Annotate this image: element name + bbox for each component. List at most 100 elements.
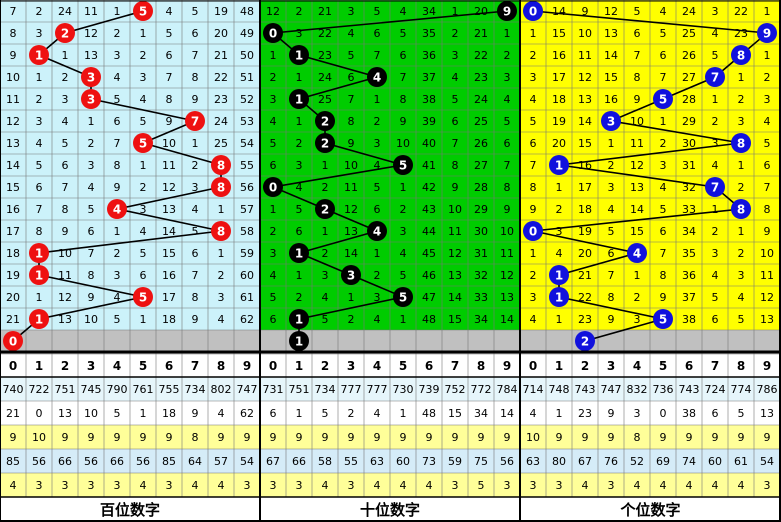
draw-ball [367,221,387,241]
omission-cell: 3 [530,291,537,304]
omission-cell: 17 [6,225,20,238]
column-label: 5 [399,359,407,373]
omission-cell: 12 [6,115,20,128]
omission-cell: 5 [192,5,199,18]
column-label: 8 [737,359,745,373]
omission-cell: 3 [192,181,199,194]
omission-cell: 28 [474,181,488,194]
draw-ball-label: 2 [581,335,589,349]
stat-cell: 4 [426,479,433,492]
omission-cell: 12 [578,71,592,84]
omission-cell: 5 [634,5,641,18]
omission-cell: 25 [474,115,488,128]
draw-ball [549,155,569,175]
draw-ball-label: 2 [321,137,329,151]
omission-cell: 3 [374,291,381,304]
omission-cell: 7 [192,49,199,62]
omission-cell: 4 [608,203,615,216]
draw-ball [289,309,309,329]
draw-ball [81,67,101,87]
column-label: 1 [35,359,43,373]
draw-ball [211,177,231,197]
omission-cell: 8 [452,159,459,172]
column-label: 6 [425,359,433,373]
omission-cell: 13 [58,313,72,326]
draw-ball-label: 0 [529,225,537,239]
omission-cell: 8 [88,269,95,282]
omission-cell: 9 [764,225,771,238]
omission-cell: 3 [36,115,43,128]
omission-cell: 5 [712,291,719,304]
draw-ball [55,23,75,43]
omission-cell: 8 [192,291,199,304]
omission-cell: 2 [322,247,329,260]
omission-cell: 11 [58,269,72,282]
omission-cell: 14 [6,159,20,172]
omission-cell: 3 [530,71,537,84]
omission-cell: 20 [214,27,228,40]
omission-cell: 4 [114,71,121,84]
omission-cell: 11 [84,5,98,18]
draw-ball-label: 1 [555,159,563,173]
stat-cell: 4 [712,479,719,492]
omission-cell: 21 [474,27,488,40]
draw-ball-label: 1 [35,49,43,63]
column-label: 9 [763,359,771,373]
omission-cell: 10 [760,247,774,260]
omission-cell: 1 [400,313,407,326]
stat-cell: 751 [289,383,310,396]
omission-cell: 3 [88,159,95,172]
omission-cell: 8 [504,181,511,194]
omission-cell: 21 [214,49,228,62]
stat-cell: 790 [107,383,128,396]
panel-title: 个位数字 [619,501,680,519]
omission-cell: 22 [214,71,228,84]
omission-cell: 19 [578,225,592,238]
omission-cell: 1 [296,115,303,128]
omission-cell: 1 [140,159,147,172]
omission-cell: 7 [62,181,69,194]
column-label: 0 [9,359,17,373]
draw-ball-label: 1 [35,269,43,283]
omission-cell: 19 [214,5,228,18]
omission-cell: 48 [240,5,254,18]
omission-cell: 26 [474,137,488,150]
omission-cell: 5 [114,93,121,106]
draw-ball [575,331,595,351]
omission-cell: 1 [348,291,355,304]
stat-cell: 3 [556,479,563,492]
omission-cell: 5 [452,93,459,106]
draw-ball-label: 5 [139,5,147,19]
draw-ball [185,111,205,131]
column-label: 2 [61,359,69,373]
omission-cell: 32 [474,269,488,282]
column-label: 9 [243,359,251,373]
column-label: 5 [139,359,147,373]
omission-cell: 16 [552,49,566,62]
omission-cell: 22 [474,49,488,62]
omission-cell: 9 [608,313,615,326]
omission-cell: 6 [374,203,381,216]
stat-cell: 9 [504,431,511,444]
omission-cell: 4 [140,93,147,106]
omission-cell: 11 [578,49,592,62]
stat-cell: 4 [660,479,667,492]
draw-ball [523,1,543,21]
omission-cell: 4 [348,27,355,40]
omission-cell: 1 [712,203,719,216]
stat-cell: 58 [318,455,332,468]
stat-cell: 9 [426,431,433,444]
omission-cell: 13 [500,291,514,304]
omission-cell: 60 [240,269,254,282]
omission-cell: 5 [660,203,667,216]
stat-cell: 85 [6,455,20,468]
stat-cell: 48 [422,407,436,420]
omission-cell: 6 [504,137,511,150]
omission-cell: 5 [374,181,381,194]
stat-cell: 4 [140,479,147,492]
stat-cell: 777 [341,383,362,396]
omission-cell: 20 [552,137,566,150]
draw-ball [107,199,127,219]
omission-cell: 6 [140,269,147,282]
omission-cell: 34 [682,225,696,238]
